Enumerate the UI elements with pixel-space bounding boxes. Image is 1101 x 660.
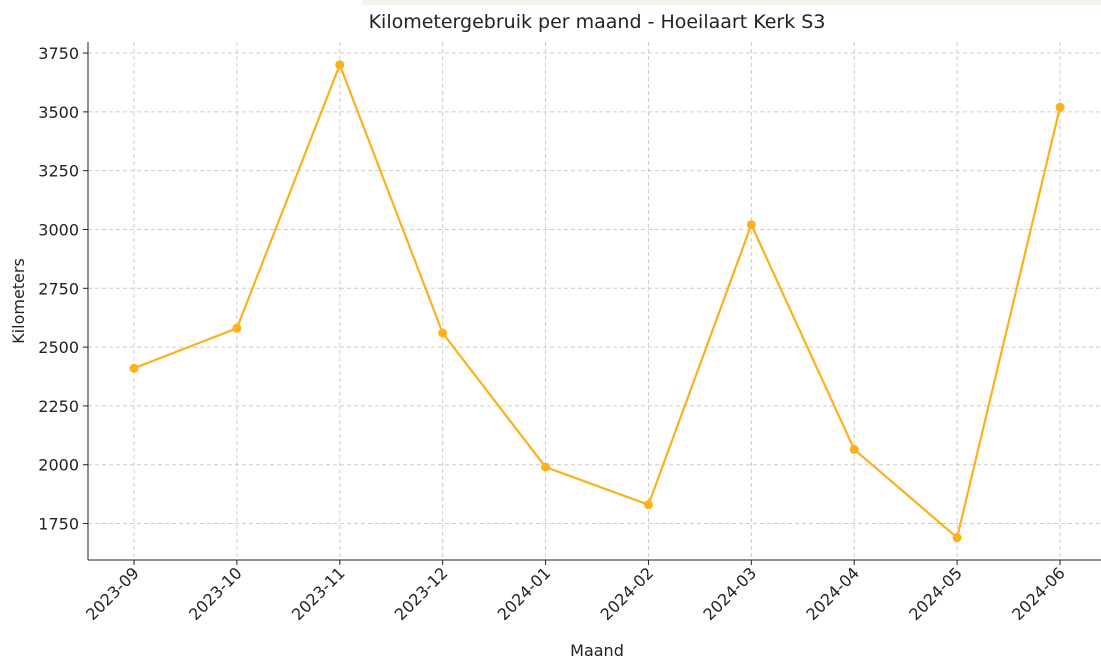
y-tick-label: 3750 xyxy=(38,44,79,63)
y-tick-label: 2500 xyxy=(38,338,79,357)
y-tick-label: 3000 xyxy=(38,220,79,239)
data-point xyxy=(232,323,242,333)
y-tick-label: 1750 xyxy=(38,515,79,534)
y-tick-label: 2000 xyxy=(38,456,79,475)
x-tick-label: 2023-11 xyxy=(288,563,349,624)
x-tick-label: 2024-06 xyxy=(1008,563,1069,624)
x-tick-label: 2023-09 xyxy=(82,563,143,624)
data-line xyxy=(133,61,1062,540)
data-point xyxy=(1055,102,1065,112)
data-point xyxy=(849,444,859,454)
chart-title: Kilometergebruik per maand - Hoeilaart K… xyxy=(369,11,826,33)
y-axis-label: Kilometers xyxy=(9,258,28,344)
data-point xyxy=(643,500,653,510)
x-tick-label: 2023-10 xyxy=(185,563,246,624)
data-point xyxy=(541,462,551,472)
x-tick-label: 2024-03 xyxy=(699,563,760,624)
x-axis-label: Maand xyxy=(570,641,624,660)
screenshot-strip xyxy=(362,0,1101,5)
x-tick-label: 2024-01 xyxy=(494,563,555,624)
data-point xyxy=(335,60,345,70)
data-point xyxy=(129,363,139,373)
data-point xyxy=(952,533,962,543)
x-tick-label: 2024-04 xyxy=(802,563,863,624)
data-point xyxy=(746,220,756,230)
y-tick-label: 2750 xyxy=(38,279,79,298)
x-tick-label: 2024-05 xyxy=(905,563,966,624)
y-tick-label: 3250 xyxy=(38,162,79,181)
y-tick-label: 3500 xyxy=(38,103,79,122)
x-tick-label: 2024-02 xyxy=(597,563,658,624)
data-point xyxy=(438,328,448,338)
x-tick-label: 2023-12 xyxy=(391,563,452,624)
y-tick-label: 2250 xyxy=(38,397,79,416)
